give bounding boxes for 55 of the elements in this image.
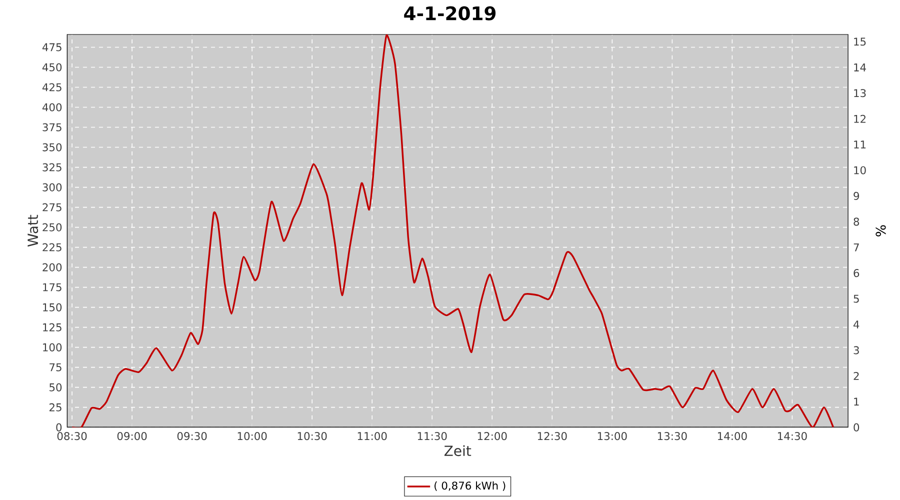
y-tick-label: 250 bbox=[42, 223, 62, 232]
x-tick-label: 14:00 bbox=[718, 432, 747, 440]
y2-tick-label: 0 bbox=[854, 423, 860, 432]
y2-tick-label: 9 bbox=[854, 192, 860, 200]
y-tick-label: 50 bbox=[50, 383, 62, 392]
x-tick-label: 10:00 bbox=[238, 432, 267, 440]
legend-label: ( 0,876 kWh ) bbox=[434, 481, 506, 491]
x-tick-label: 08:30 bbox=[57, 432, 87, 440]
y2-tick-label: 2 bbox=[854, 372, 859, 380]
x-axis-title: Zeit bbox=[444, 445, 472, 456]
y-tick-label: 0 bbox=[56, 423, 62, 432]
y-tick-label: 375 bbox=[42, 123, 62, 132]
x-tick-label: 11:30 bbox=[418, 432, 447, 440]
x-tick-label: 11:00 bbox=[358, 432, 387, 440]
y-tick-label: 275 bbox=[42, 203, 62, 212]
y2-tick-label: 12 bbox=[854, 114, 866, 123]
y2-tick-label: 1 bbox=[854, 398, 859, 406]
chart-title: 4-1-2019 bbox=[404, 6, 496, 20]
y2-tick-label: 3 bbox=[854, 346, 859, 354]
y-tick-label: 100 bbox=[43, 343, 62, 352]
y-tick-label: 450 bbox=[42, 63, 62, 72]
x-tick-label: 13:30 bbox=[658, 432, 687, 440]
y-tick-label: 175 bbox=[43, 283, 62, 292]
y2-tick-label: 14 bbox=[854, 64, 866, 72]
y-tick-label: 25 bbox=[49, 403, 62, 412]
y2-tick-label: 11 bbox=[854, 140, 866, 148]
line-series bbox=[71, 34, 834, 428]
y2-tick-label: 15 bbox=[854, 38, 866, 46]
x-tick-label: 14:30 bbox=[778, 432, 807, 440]
x-tick-label: 10:30 bbox=[298, 432, 327, 440]
x-tick-label: 09:00 bbox=[117, 432, 147, 440]
y-tick-label: 200 bbox=[42, 263, 62, 272]
y-tick-label: 150 bbox=[43, 303, 62, 312]
x-tick-label: 09:30 bbox=[177, 432, 207, 440]
y2-axis-title: % bbox=[876, 225, 886, 236]
y-axis-title: Watt bbox=[28, 214, 38, 247]
y-tick-label: 400 bbox=[42, 103, 62, 112]
y2-tick-label: 7 bbox=[854, 243, 859, 252]
y-tick-label: 300 bbox=[42, 183, 62, 192]
y-tick-label: 325 bbox=[42, 163, 62, 172]
x-tick-label: 13:00 bbox=[598, 432, 627, 440]
y-tick-label: 225 bbox=[42, 243, 62, 252]
y-tick-label: 475 bbox=[42, 43, 62, 52]
y-tick-label: 350 bbox=[42, 143, 62, 152]
y2-tick-label: 5 bbox=[854, 294, 859, 303]
y2-tick-label: 6 bbox=[854, 269, 860, 278]
y2-tick-label: 13 bbox=[854, 89, 866, 98]
x-tick-label: 12:00 bbox=[478, 432, 507, 440]
y2-tick-label: 10 bbox=[854, 166, 866, 174]
y2-tick-label: 8 bbox=[854, 218, 860, 226]
y-tick-label: 125 bbox=[43, 323, 62, 332]
y-tick-label: 75 bbox=[50, 363, 62, 372]
y-tick-label: 425 bbox=[42, 83, 62, 92]
y2-tick-label: 4 bbox=[854, 320, 860, 328]
x-tick-label: 12:30 bbox=[538, 432, 567, 440]
